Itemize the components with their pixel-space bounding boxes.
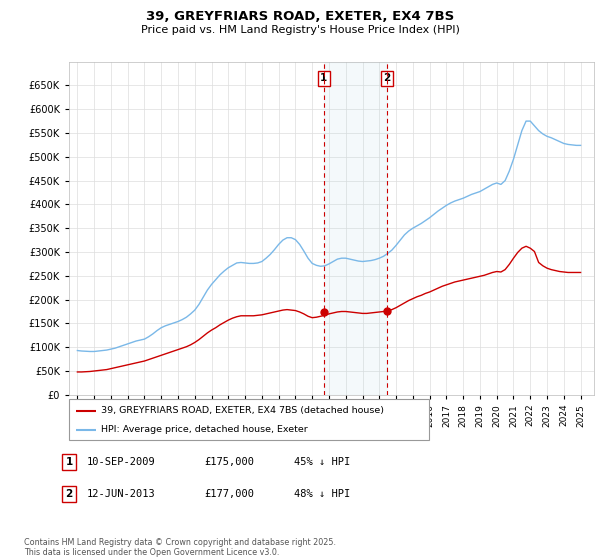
Text: 1: 1 [65,457,73,467]
Text: 10-SEP-2009: 10-SEP-2009 [87,457,156,467]
Text: £175,000: £175,000 [204,457,254,467]
Text: 48% ↓ HPI: 48% ↓ HPI [294,489,350,499]
Text: £177,000: £177,000 [204,489,254,499]
Text: 39, GREYFRIARS ROAD, EXETER, EX4 7BS (detached house): 39, GREYFRIARS ROAD, EXETER, EX4 7BS (de… [101,406,385,415]
Text: Contains HM Land Registry data © Crown copyright and database right 2025.
This d: Contains HM Land Registry data © Crown c… [24,538,336,557]
Text: 1: 1 [320,73,328,83]
Text: 39, GREYFRIARS ROAD, EXETER, EX4 7BS: 39, GREYFRIARS ROAD, EXETER, EX4 7BS [146,10,454,23]
Text: HPI: Average price, detached house, Exeter: HPI: Average price, detached house, Exet… [101,425,308,434]
Text: 45% ↓ HPI: 45% ↓ HPI [294,457,350,467]
Text: 2: 2 [65,489,73,499]
Text: Price paid vs. HM Land Registry's House Price Index (HPI): Price paid vs. HM Land Registry's House … [140,25,460,35]
Text: 2: 2 [383,73,391,83]
Text: 12-JUN-2013: 12-JUN-2013 [87,489,156,499]
Bar [324,62,387,395]
